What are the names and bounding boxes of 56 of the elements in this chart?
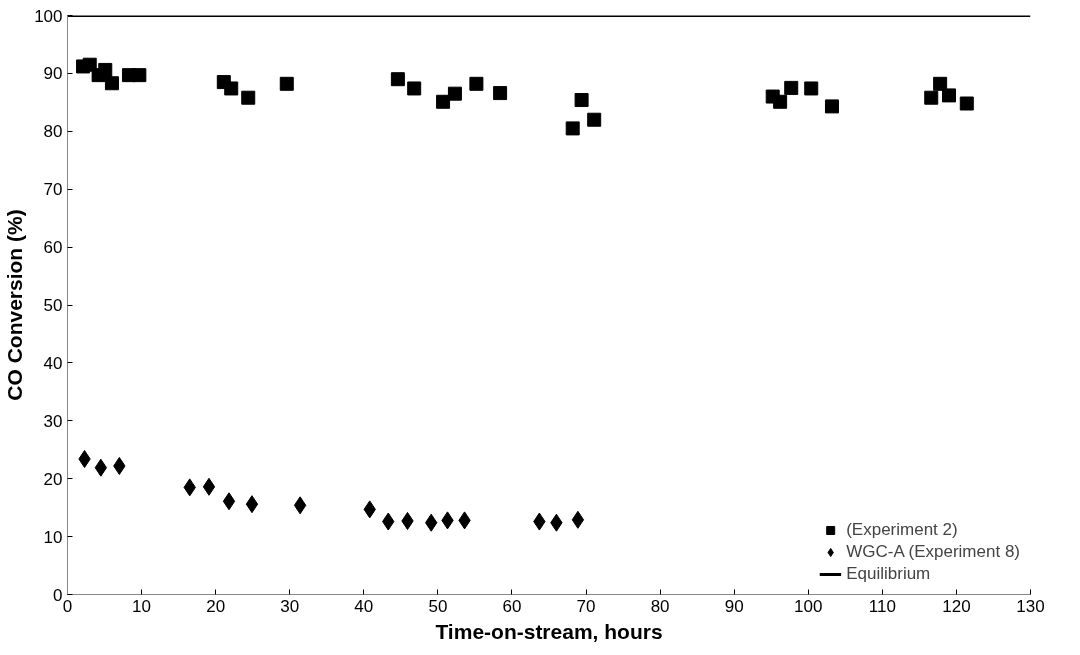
point bbox=[245, 495, 259, 514]
legend-label: Equilibrium bbox=[846, 564, 931, 584]
y-tick-label: 100 bbox=[34, 6, 63, 26]
point bbox=[241, 90, 256, 105]
x-tick-label: 110 bbox=[868, 596, 896, 616]
point bbox=[469, 76, 484, 91]
y-tick-label: 30 bbox=[43, 411, 63, 431]
point bbox=[447, 86, 462, 101]
y-axis-title: CO Conversion (%) bbox=[3, 209, 27, 401]
point bbox=[436, 94, 451, 109]
y-tick-label: 10 bbox=[43, 527, 63, 547]
point bbox=[202, 477, 216, 496]
x-tick-label: 10 bbox=[132, 596, 152, 616]
y-tick-label: 20 bbox=[43, 469, 63, 489]
point bbox=[924, 90, 939, 105]
x-tick-label: 20 bbox=[206, 596, 226, 616]
y-tick-label: 90 bbox=[43, 64, 63, 84]
x-tick-label: 70 bbox=[576, 596, 596, 616]
point bbox=[493, 86, 508, 101]
y-tick-label: 80 bbox=[43, 122, 63, 142]
x-tick-label: 40 bbox=[354, 596, 374, 616]
x-tick-label: 60 bbox=[502, 596, 522, 616]
y-tick-label: 60 bbox=[43, 238, 63, 258]
x-tick-label: 80 bbox=[650, 596, 670, 616]
point bbox=[933, 76, 948, 91]
point bbox=[942, 88, 957, 103]
x-tick-label: 120 bbox=[942, 596, 971, 616]
x-tick-label: 100 bbox=[794, 596, 823, 616]
point bbox=[132, 68, 147, 83]
point bbox=[390, 72, 405, 87]
point bbox=[773, 94, 788, 109]
point bbox=[587, 112, 602, 127]
point bbox=[407, 81, 422, 96]
point bbox=[784, 80, 799, 95]
y-tick-label: 50 bbox=[43, 296, 63, 315]
point bbox=[574, 93, 589, 108]
x-tick-label: 30 bbox=[280, 596, 300, 616]
legend-label: WGC-A (Experiment 8) bbox=[846, 542, 1020, 562]
y-tick-label: 70 bbox=[43, 180, 63, 200]
point bbox=[98, 62, 113, 77]
point bbox=[565, 121, 580, 136]
point bbox=[224, 81, 239, 96]
x-axis-title: Time-on-stream, hours bbox=[435, 619, 663, 643]
point bbox=[293, 496, 307, 515]
x-tick-label: 50 bbox=[428, 596, 448, 616]
point bbox=[104, 76, 119, 91]
x-tick-label: 130 bbox=[1016, 596, 1045, 616]
point bbox=[279, 76, 294, 91]
point bbox=[804, 81, 819, 96]
point bbox=[824, 99, 839, 114]
point bbox=[959, 96, 974, 111]
legend-label: (Experiment 2) bbox=[846, 520, 958, 540]
point bbox=[222, 492, 236, 511]
point bbox=[571, 510, 585, 529]
y-tick-label: 40 bbox=[43, 353, 63, 373]
x-tick-label: 90 bbox=[724, 596, 744, 616]
